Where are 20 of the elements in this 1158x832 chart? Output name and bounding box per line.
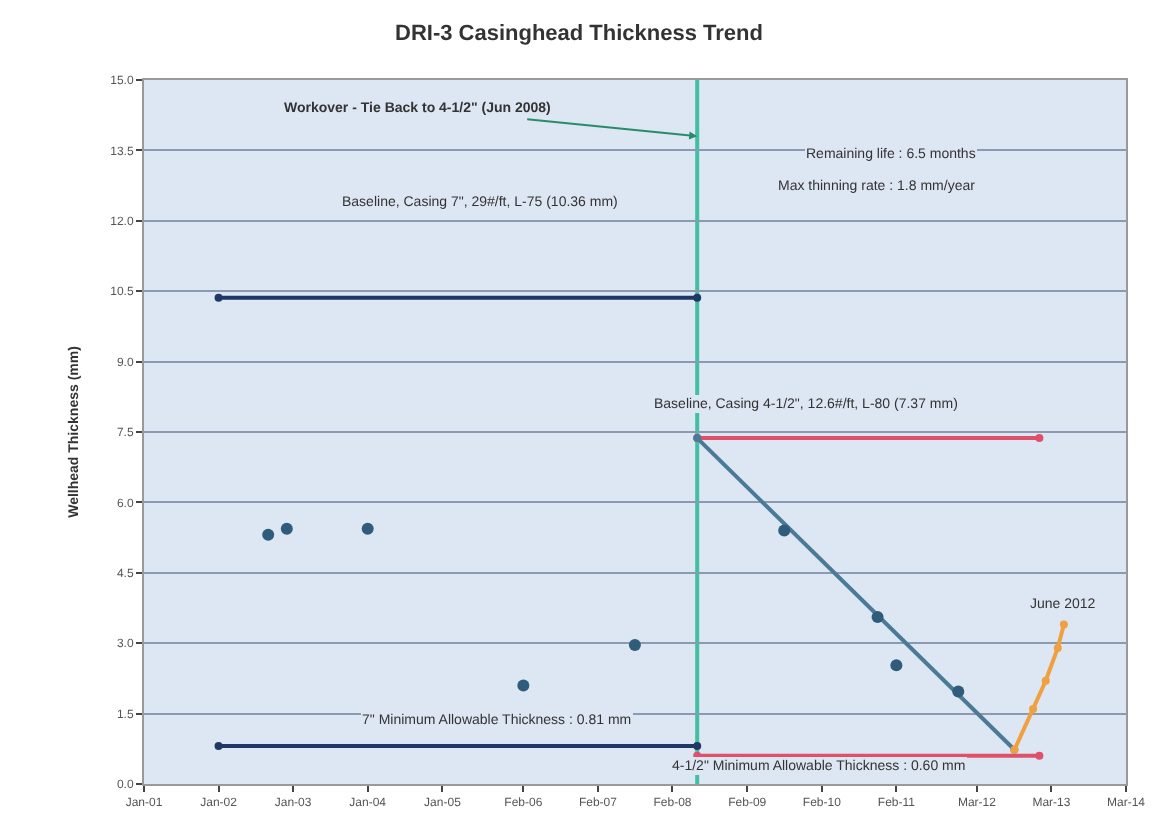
point	[214, 293, 223, 302]
point	[280, 522, 293, 535]
point	[693, 293, 702, 302]
point	[1059, 620, 1068, 629]
point	[693, 741, 702, 750]
point	[262, 528, 275, 541]
point	[361, 522, 374, 535]
point	[517, 679, 530, 692]
point	[1053, 643, 1062, 652]
point	[1035, 434, 1044, 443]
point	[890, 659, 903, 672]
point	[871, 610, 884, 623]
point	[628, 639, 641, 652]
chart-title: DRI-3 Casinghead Thickness Trend	[395, 22, 763, 47]
point	[214, 741, 223, 750]
point	[1035, 751, 1044, 760]
point	[778, 524, 791, 537]
point	[952, 685, 965, 698]
point	[1041, 676, 1050, 685]
point	[1029, 704, 1038, 713]
